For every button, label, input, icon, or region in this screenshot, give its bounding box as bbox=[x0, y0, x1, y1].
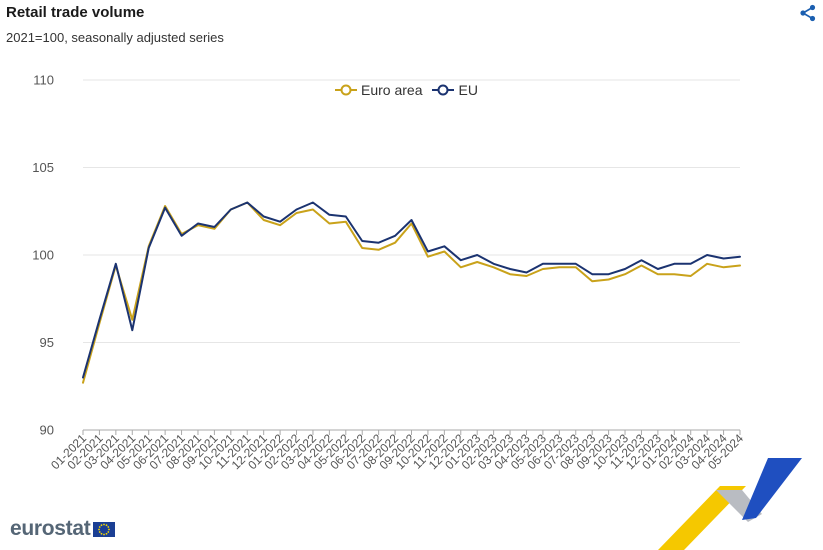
decorative-ribbon bbox=[658, 458, 802, 550]
chart-subtitle: 2021=100, seasonally adjusted series bbox=[6, 30, 224, 45]
series-line-eu bbox=[82, 201, 741, 379]
legend-item-euro-area[interactable]: Euro area bbox=[335, 82, 422, 98]
eu-marker-icon bbox=[432, 84, 455, 96]
y-tick-label: 100 bbox=[32, 248, 54, 263]
euro-area-marker-icon bbox=[335, 84, 357, 96]
share-icon[interactable] bbox=[799, 4, 817, 22]
legend-label-euro-area: Euro area bbox=[361, 82, 423, 98]
eu-flag-icon bbox=[93, 521, 116, 537]
legend-label-eu: EU bbox=[458, 82, 478, 98]
y-tick-label: 90 bbox=[40, 423, 54, 438]
chart-title: Retail trade volume bbox=[6, 4, 145, 21]
eurostat-logo: eurostat bbox=[10, 517, 116, 541]
brand-name: eurostat bbox=[10, 517, 91, 540]
y-tick-label: 95 bbox=[40, 335, 54, 350]
y-tick-label: 105 bbox=[32, 160, 54, 175]
series-line-euro-area bbox=[82, 201, 741, 384]
legend: Euro area EU bbox=[335, 82, 478, 98]
y-tick-label: 110 bbox=[33, 73, 54, 88]
legend-item-eu[interactable]: EU bbox=[432, 82, 478, 98]
